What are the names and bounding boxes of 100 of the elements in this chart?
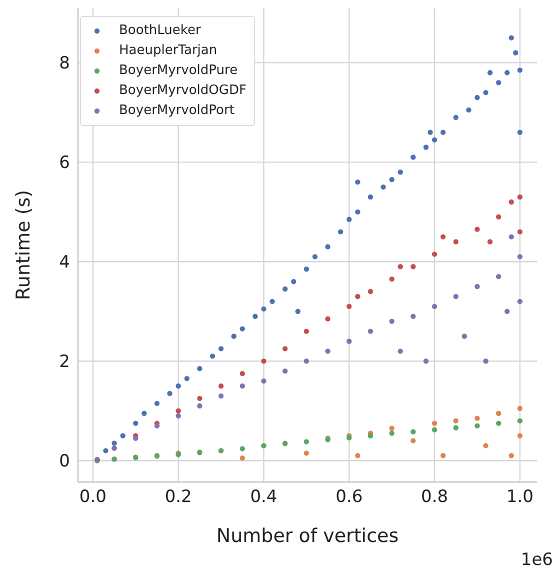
point: [432, 137, 438, 142]
point: [282, 368, 288, 374]
legend-label: BoyerMyrvoldPort: [119, 103, 234, 119]
point: [513, 50, 518, 56]
point: [474, 416, 480, 421]
point: [338, 229, 344, 234]
point: [176, 383, 181, 389]
point: [346, 216, 352, 222]
point: [261, 358, 266, 364]
point: [355, 453, 360, 458]
point: [325, 244, 330, 250]
point: [398, 170, 403, 175]
point: [355, 179, 360, 185]
point: [389, 276, 394, 282]
point: [423, 144, 429, 150]
point: [508, 199, 514, 205]
point: [154, 423, 160, 428]
point: [304, 328, 310, 334]
point: [508, 35, 514, 40]
point: [496, 214, 502, 220]
point: [496, 420, 502, 426]
point: [398, 348, 403, 354]
point: [389, 318, 394, 324]
point: [517, 194, 523, 200]
point: [240, 370, 245, 376]
point: [355, 294, 360, 300]
legend-label: BoyerMyrvoldOGDF: [119, 83, 246, 99]
point: [440, 130, 446, 135]
x-tick-label: 0.2: [164, 487, 192, 508]
point: [474, 94, 480, 100]
point: [483, 90, 488, 96]
point: [295, 308, 300, 314]
point: [440, 234, 446, 240]
point: [261, 306, 266, 312]
point: [325, 316, 330, 322]
point: [428, 130, 433, 135]
point: [517, 130, 523, 135]
y-tick-label: 6: [59, 153, 70, 174]
point: [304, 450, 310, 456]
point: [504, 308, 510, 314]
point: [440, 453, 446, 458]
point: [176, 413, 181, 418]
point: [496, 274, 502, 280]
point: [252, 314, 258, 319]
point: [368, 194, 374, 200]
point: [389, 176, 394, 182]
point: [474, 226, 480, 232]
point: [210, 354, 216, 359]
point: [282, 346, 288, 352]
point: [517, 254, 523, 260]
point: [368, 433, 374, 438]
x-tick-label: 0.0: [79, 487, 106, 508]
point: [410, 429, 416, 434]
y-axis-title: Runtime (s): [12, 190, 35, 300]
point: [176, 408, 181, 414]
point: [423, 358, 429, 364]
point: [474, 284, 480, 290]
point: [398, 264, 403, 270]
point: [270, 298, 275, 304]
point: [133, 436, 138, 441]
point: [389, 426, 394, 431]
text: 1e6: [520, 550, 553, 570]
point: [380, 184, 386, 190]
point: [218, 346, 224, 352]
point: [410, 314, 416, 319]
point: [346, 338, 352, 344]
point: [517, 433, 523, 438]
point: [184, 376, 190, 382]
point: [240, 326, 245, 332]
point: [462, 334, 468, 339]
point: [120, 433, 126, 438]
point: [432, 420, 438, 426]
legend-label: HaeuplerTarjan: [119, 43, 218, 59]
point: [432, 304, 438, 310]
y-tick-label: 2: [59, 352, 70, 372]
y-tick-label: 0: [59, 452, 70, 472]
point: [474, 423, 480, 428]
point: [483, 443, 488, 448]
point: [432, 427, 438, 432]
point: [517, 298, 523, 304]
point: [368, 328, 374, 334]
point: [304, 358, 310, 364]
point: [508, 234, 514, 240]
point: [346, 304, 352, 310]
x-tick-label: 0.4: [250, 487, 278, 508]
point: [496, 80, 502, 86]
point: [304, 266, 310, 272]
point: [453, 418, 458, 424]
point: [517, 68, 523, 73]
point: [453, 294, 458, 300]
x-axis-title: Number of vertices: [216, 525, 399, 547]
point: [432, 252, 438, 257]
point: [453, 114, 458, 120]
point: [112, 440, 117, 446]
point: [167, 390, 172, 396]
point: [453, 425, 458, 430]
point: [142, 410, 147, 416]
point: [355, 209, 360, 215]
point: [517, 418, 523, 424]
y-tick-label: 8: [59, 54, 70, 74]
